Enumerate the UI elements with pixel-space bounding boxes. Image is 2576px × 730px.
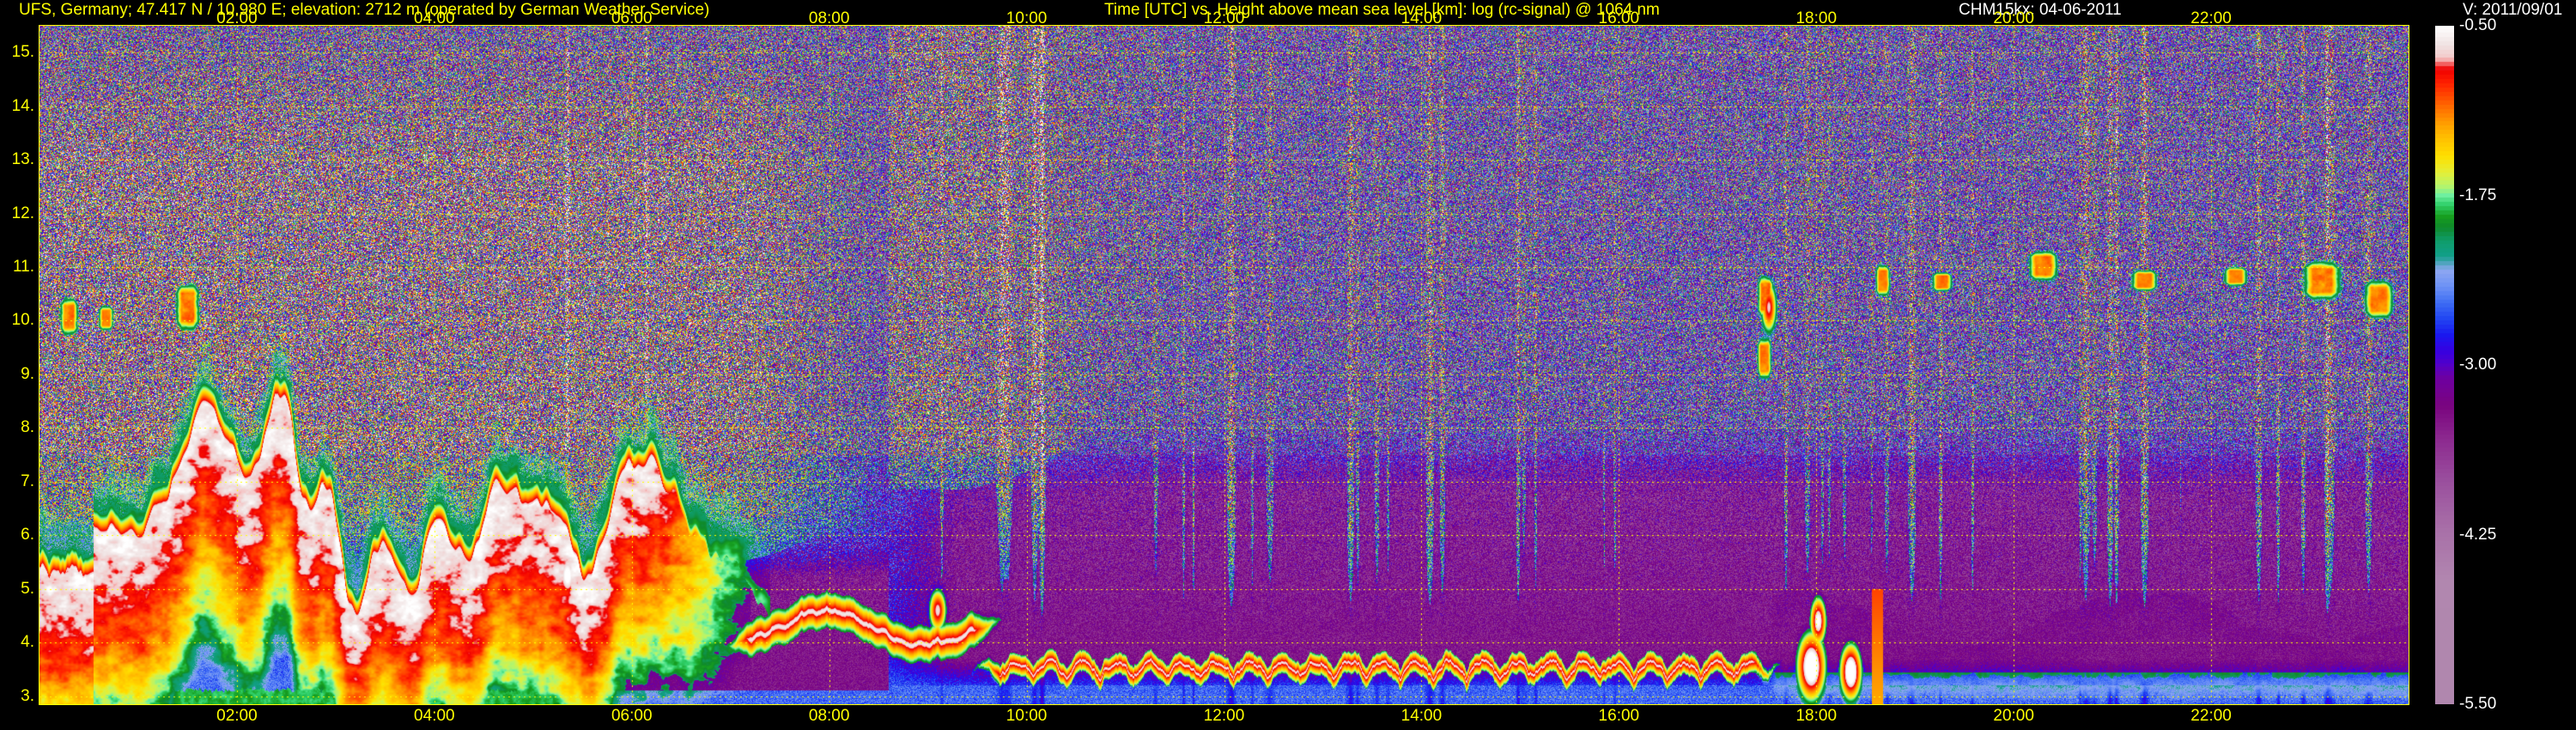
y-tick-12: 12. [11, 204, 34, 222]
y-tick-7: 7. [21, 471, 34, 490]
x-tick-top-0200: 02:00 [216, 9, 258, 27]
x-tick-top-0800: 08:00 [808, 9, 850, 27]
colorbar-tick-3: -4.25 [2459, 525, 2497, 544]
x-tick-bottom-1000: 10:00 [1005, 707, 1048, 725]
x-tick-bottom-1600: 16:00 [1598, 707, 1640, 725]
x-tick-top-0600: 06:00 [611, 9, 653, 27]
y-tick-8: 8. [21, 418, 34, 437]
station-info-label: UFS, Germany; 47.417 N / 10.980 E; eleva… [19, 1, 710, 19]
y-tick-5: 5. [21, 579, 34, 598]
colorbar-gradient [2435, 26, 2454, 704]
y-tick-15: 15. [11, 43, 34, 62]
plot-title-label: Time [UTC] vs. Height above mean sea lev… [1104, 1, 1660, 19]
heatmap-plot-area[interactable] [39, 26, 2409, 704]
y-axis: 15. 14. 13. 12. 11. 10. 9. 8. 7. 6. 5. 4. 3. [0, 0, 34, 730]
colorbar-tick-4: -5.50 [2459, 695, 2497, 713]
x-tick-top-1200: 12:00 [1203, 9, 1245, 27]
x-axis-top: 02:00 04:00 06:00 08:00 10:00 12:00 14:00 16:00… [0, 10, 2576, 27]
x-tick-bottom-0200: 02:00 [216, 707, 258, 725]
x-tick-top-2200: 22:00 [2190, 9, 2232, 27]
x-tick-bottom-2000: 20:00 [1993, 707, 2034, 725]
x-tick-top-1000: 10:00 [1005, 9, 1048, 27]
y-tick-14: 14. [11, 96, 34, 115]
x-tick-top-2000: 20:00 [1993, 9, 2034, 27]
colorbar-tick-2: -3.00 [2459, 356, 2497, 374]
x-tick-bottom-1200: 12:00 [1203, 707, 1245, 725]
x-axis-bottom: 02:00 04:00 06:00 08:00 10:00 12:00 14:00 16:00… [0, 708, 2576, 728]
y-tick-9: 9. [21, 364, 34, 383]
x-tick-top-0400: 04:00 [414, 9, 455, 27]
x-tick-top-1600: 16:00 [1598, 9, 1640, 27]
y-tick-11: 11. [12, 258, 34, 277]
version-label: V: 2011/09/01 [2463, 1, 2563, 19]
colorbar [2435, 26, 2454, 704]
instrument-date-label: CHM15kx: 04-06-2011 [1959, 1, 2122, 19]
x-tick-bottom-1800: 18:00 [1795, 707, 1838, 725]
y-tick-10: 10. [11, 311, 34, 330]
y-tick-6: 6. [21, 526, 34, 544]
y-tick-4: 4. [21, 633, 34, 652]
x-tick-bottom-1400: 14:00 [1400, 707, 1443, 725]
colorbar-tick-1: -1.75 [2459, 186, 2497, 204]
y-tick-3: 3. [21, 686, 34, 705]
x-tick-top-1800: 18:00 [1795, 9, 1838, 27]
x-tick-top-1400: 14:00 [1400, 9, 1443, 27]
y-tick-13: 13. [11, 150, 34, 169]
x-tick-bottom-0600: 06:00 [611, 707, 653, 725]
x-tick-bottom-0400: 04:00 [414, 707, 455, 725]
colorbar-tick-labels: -0.50 -1.75 -3.00 -4.25 -5.50 [2459, 0, 2576, 730]
x-tick-bottom-0800: 08:00 [808, 707, 850, 725]
colorbar-tick-0: -0.50 [2459, 16, 2497, 34]
x-tick-bottom-2200: 22:00 [2190, 707, 2232, 725]
backscatter-heatmap-canvas[interactable] [39, 26, 2409, 704]
